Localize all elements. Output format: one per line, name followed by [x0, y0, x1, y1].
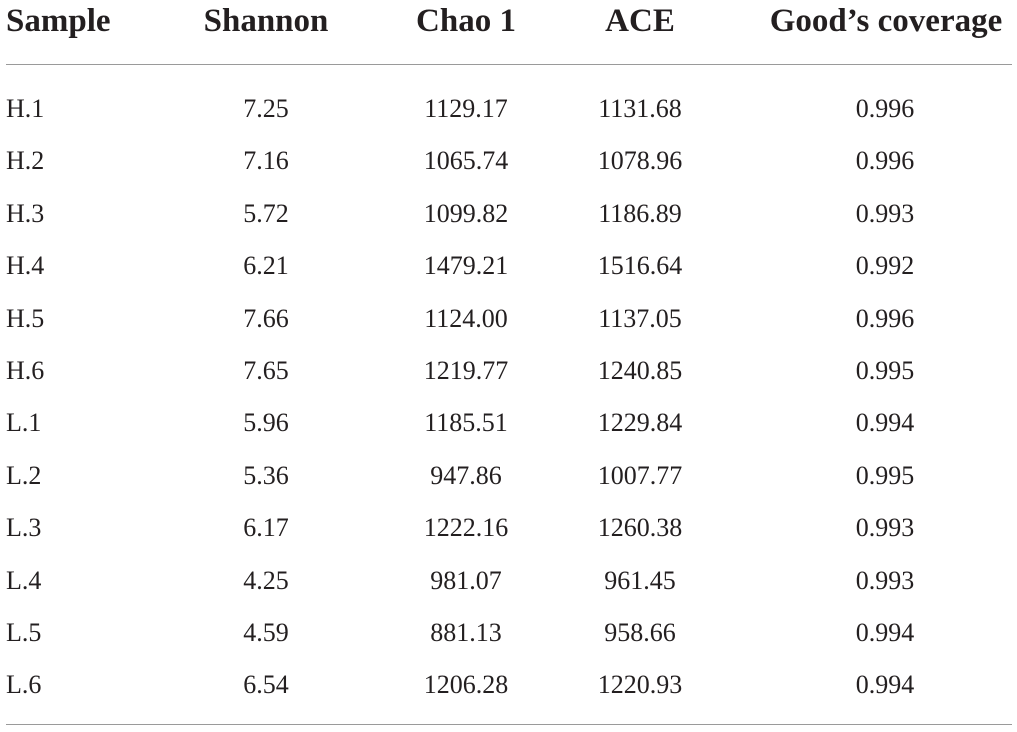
- header-shannon: Shannon: [203, 3, 329, 39]
- header-divider: [6, 64, 1012, 65]
- cell-sample: L.2: [6, 460, 42, 490]
- cell-goods-coverage: 0.992: [855, 251, 915, 281]
- cell-chao1: 981.07: [430, 565, 502, 595]
- cell-goods-coverage: 0.994: [855, 617, 915, 647]
- cell-shannon: 7.66: [243, 303, 289, 333]
- cell-sample: H.6: [6, 355, 45, 385]
- cell-sample: H.2: [6, 146, 45, 176]
- cell-chao1: 1124.00: [424, 303, 508, 333]
- cell-shannon: 6.54: [243, 670, 289, 700]
- cell-shannon: 6.17: [243, 513, 289, 543]
- table-row: H.1 7.25 1129.17 1131.68 0.996: [0, 84, 1017, 136]
- cell-goods-coverage: 0.995: [855, 460, 915, 490]
- cell-shannon: 5.72: [243, 198, 289, 228]
- table-row: H.6 7.65 1219.77 1240.85 0.995: [0, 346, 1017, 398]
- cell-shannon: 6.21: [243, 251, 289, 281]
- cell-shannon: 7.25: [243, 94, 289, 123]
- cell-ace: 1516.64: [597, 251, 683, 281]
- cell-chao1: 947.86: [430, 460, 502, 490]
- table-row: L.2 5.36 947.86 1007.77 0.995: [0, 451, 1017, 503]
- cell-ace: 1229.84: [597, 408, 683, 438]
- cell-ace: 1186.89: [598, 198, 682, 228]
- table-row: H.2 7.16 1065.74 1078.96 0.996: [0, 136, 1017, 188]
- table-row: L.6 6.54 1206.28 1220.93 0.994: [0, 660, 1017, 712]
- cell-chao1: 881.13: [430, 617, 502, 647]
- table-row: L.1 5.96 1185.51 1229.84 0.994: [0, 398, 1017, 450]
- cell-chao1: 1222.16: [423, 513, 509, 543]
- header-chao1: Chao 1: [416, 3, 516, 39]
- table-row: H.4 6.21 1479.21 1516.64 0.992: [0, 241, 1017, 293]
- cell-chao1: 1219.77: [423, 355, 509, 385]
- table-header-row: Sample Shannon Chao 1 ACE Good’s coverag…: [0, 0, 1017, 44]
- cell-ace: 1240.85: [597, 355, 683, 385]
- cell-chao1: 1065.74: [423, 146, 509, 176]
- cell-sample: L.4: [6, 565, 42, 595]
- cell-chao1: 1099.82: [423, 198, 509, 228]
- header-goods-coverage: Good’s coverage: [769, 3, 1003, 39]
- cell-shannon: 7.65: [243, 355, 289, 385]
- table-body: H.1 7.25 1129.17 1131.68 0.996 H.2 7.16 …: [0, 84, 1017, 713]
- table-bottom-rule: [6, 724, 1012, 725]
- cell-goods-coverage: 0.994: [855, 408, 915, 438]
- table-row: H.3 5.72 1099.82 1186.89 0.993: [0, 189, 1017, 241]
- cell-ace: 961.45: [604, 565, 676, 595]
- cell-goods-coverage: 0.996: [855, 94, 915, 123]
- cell-goods-coverage: 0.996: [855, 303, 915, 333]
- cell-shannon: 5.96: [243, 408, 289, 438]
- cell-sample: H.3: [6, 198, 45, 228]
- cell-goods-coverage: 0.996: [855, 146, 915, 176]
- cell-shannon: 7.16: [243, 146, 289, 176]
- table-row: L.4 4.25 981.07 961.45 0.993: [0, 556, 1017, 608]
- cell-shannon: 4.59: [243, 617, 289, 647]
- cell-sample: L.5: [6, 617, 42, 647]
- table-row: L.5 4.59 881.13 958.66 0.994: [0, 608, 1017, 660]
- cell-sample: H.1: [6, 94, 45, 123]
- cell-ace: 1260.38: [597, 513, 683, 543]
- cell-goods-coverage: 0.993: [855, 198, 915, 228]
- cell-ace: 958.66: [604, 617, 676, 647]
- cell-chao1: 1206.28: [423, 670, 509, 700]
- cell-sample: L.3: [6, 513, 42, 543]
- cell-goods-coverage: 0.993: [855, 565, 915, 595]
- cell-ace: 1007.77: [597, 460, 683, 490]
- cell-sample: H.5: [6, 303, 45, 333]
- cell-shannon: 4.25: [243, 565, 289, 595]
- header-ace: ACE: [605, 3, 675, 39]
- cell-ace: 1137.05: [598, 303, 682, 333]
- cell-ace: 1078.96: [597, 146, 683, 176]
- cell-goods-coverage: 0.995: [855, 355, 915, 385]
- table-row: H.5 7.66 1124.00 1137.05 0.996: [0, 294, 1017, 346]
- cell-chao1: 1185.51: [424, 408, 508, 438]
- cell-chao1: 1129.17: [424, 94, 508, 123]
- header-sample: Sample: [6, 3, 111, 39]
- cell-ace: 1220.93: [597, 670, 683, 700]
- table-row: L.3 6.17 1222.16 1260.38 0.993: [0, 503, 1017, 555]
- cell-sample: L.6: [6, 670, 42, 700]
- cell-sample: H.4: [6, 251, 45, 281]
- cell-ace: 1131.68: [598, 94, 682, 123]
- cell-chao1: 1479.21: [423, 251, 509, 281]
- cell-goods-coverage: 0.993: [855, 513, 915, 543]
- cell-goods-coverage: 0.994: [855, 670, 915, 700]
- cell-sample: L.1: [6, 408, 42, 438]
- cell-shannon: 5.36: [243, 460, 289, 490]
